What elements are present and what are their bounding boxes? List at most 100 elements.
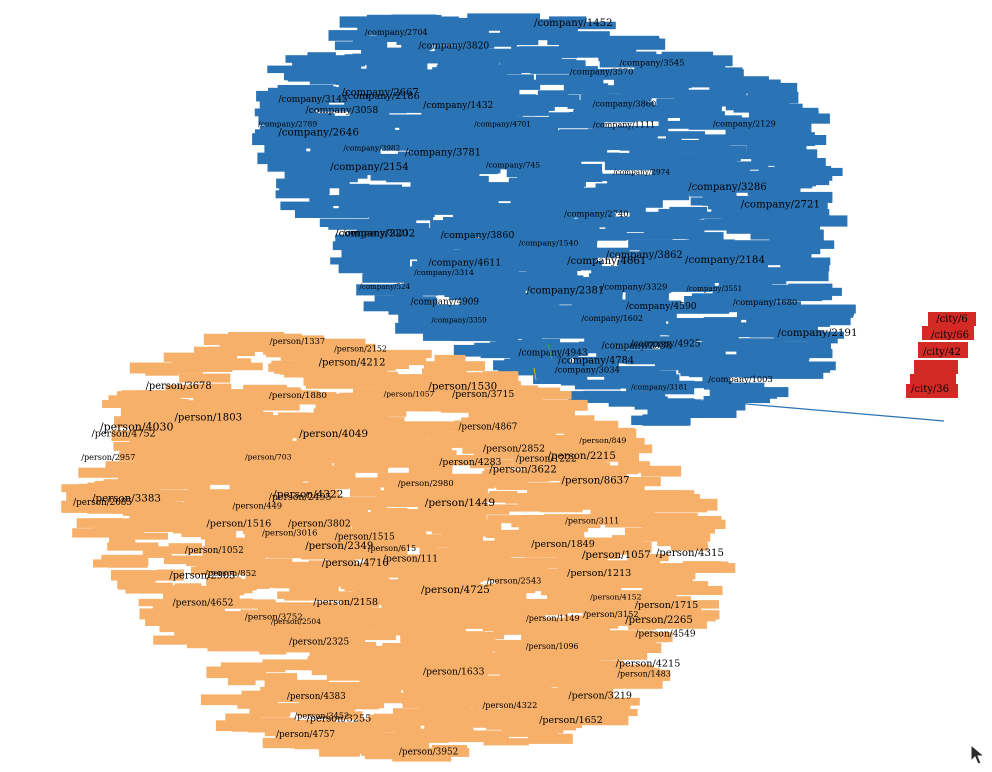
company-node[interactable]: [657, 213, 692, 222]
person-node[interactable]: [131, 483, 161, 491]
company-node[interactable]: [781, 123, 812, 134]
person-node[interactable]: [339, 392, 386, 404]
company-node[interactable]: [574, 382, 621, 390]
person-node[interactable]: [144, 400, 208, 409]
company-node[interactable]: [738, 395, 770, 404]
person-node[interactable]: [237, 620, 292, 629]
company-node[interactable]: [567, 99, 602, 109]
person-node[interactable]: [518, 583, 561, 592]
person-node[interactable]: [475, 592, 527, 603]
company-node[interactable]: [493, 360, 560, 371]
company-node[interactable]: [430, 220, 495, 229]
person-node[interactable]: [200, 694, 274, 706]
company-node[interactable]: [367, 196, 442, 206]
company-node[interactable]: [715, 209, 754, 219]
company-node[interactable]: [421, 203, 481, 211]
company-node[interactable]: [309, 56, 365, 67]
person-node[interactable]: [206, 577, 242, 587]
company-node[interactable]: [407, 172, 454, 181]
company-node[interactable]: [778, 331, 834, 342]
company-node[interactable]: [667, 408, 723, 418]
person-node[interactable]: [520, 407, 575, 419]
company-node[interactable]: [736, 389, 777, 399]
company-node[interactable]: [267, 161, 336, 172]
company-node[interactable]: [506, 121, 548, 132]
person-node[interactable]: [295, 618, 363, 628]
person-node[interactable]: [406, 732, 449, 743]
company-node[interactable]: [747, 136, 816, 146]
company-node[interactable]: [456, 160, 493, 169]
company-node[interactable]: [713, 240, 774, 248]
company-node[interactable]: [509, 367, 580, 376]
person-node[interactable]: [301, 550, 368, 560]
person-node[interactable]: [568, 548, 620, 559]
person-node[interactable]: [441, 680, 506, 690]
company-node[interactable]: [801, 261, 830, 272]
person-node[interactable]: [485, 476, 528, 488]
person-node[interactable]: [502, 664, 571, 674]
person-node[interactable]: [306, 642, 377, 653]
company-node[interactable]: [706, 92, 744, 102]
person-node[interactable]: [240, 609, 282, 622]
person-node[interactable]: [543, 677, 586, 688]
person-node[interactable]: [637, 529, 677, 541]
city-node[interactable]: [914, 360, 958, 374]
person-node[interactable]: [309, 640, 339, 648]
person-node[interactable]: [532, 461, 571, 474]
person-node[interactable]: [652, 620, 707, 629]
company-node[interactable]: [782, 229, 824, 241]
person-node[interactable]: [341, 456, 390, 469]
company-node[interactable]: [304, 154, 352, 166]
person-node[interactable]: [256, 493, 305, 504]
person-node[interactable]: [289, 393, 362, 405]
company-node[interactable]: [465, 289, 526, 301]
person-node[interactable]: [261, 441, 325, 451]
person-node[interactable]: [333, 351, 401, 362]
company-node[interactable]: [402, 158, 439, 169]
company-node[interactable]: [322, 89, 371, 101]
person-node[interactable]: [121, 390, 165, 398]
person-node[interactable]: [279, 337, 306, 350]
company-node[interactable]: [643, 323, 678, 336]
company-node[interactable]: [775, 221, 821, 233]
company-node[interactable]: [492, 65, 522, 75]
person-node[interactable]: [402, 394, 452, 407]
person-node[interactable]: [524, 549, 569, 558]
company-node[interactable]: [666, 327, 732, 336]
person-node[interactable]: [304, 517, 370, 527]
company-node[interactable]: [436, 315, 502, 326]
person-node[interactable]: [86, 503, 116, 514]
person-node[interactable]: [227, 674, 256, 686]
person-node[interactable]: [260, 686, 308, 698]
company-node[interactable]: [626, 294, 653, 305]
company-node[interactable]: [511, 262, 581, 271]
company-node[interactable]: [291, 69, 343, 77]
person-node[interactable]: [430, 361, 485, 371]
company-node[interactable]: [328, 30, 370, 41]
person-node[interactable]: [153, 635, 221, 645]
person-node[interactable]: [129, 508, 176, 520]
person-node[interactable]: [549, 703, 595, 715]
person-node[interactable]: [532, 447, 566, 456]
person-node[interactable]: [647, 600, 720, 609]
company-node[interactable]: [451, 165, 501, 174]
person-node[interactable]: [530, 470, 563, 482]
person-node[interactable]: [361, 664, 408, 675]
person-node[interactable]: [405, 686, 475, 697]
company-node[interactable]: [341, 148, 381, 158]
company-node[interactable]: [507, 225, 556, 234]
company-node[interactable]: [494, 156, 553, 168]
person-node[interactable]: [533, 693, 578, 703]
company-node[interactable]: [688, 401, 726, 410]
person-node[interactable]: [497, 683, 545, 691]
person-node[interactable]: [101, 554, 149, 566]
person-node[interactable]: [196, 560, 258, 573]
company-node[interactable]: [658, 120, 717, 129]
company-node[interactable]: [588, 273, 640, 282]
company-node[interactable]: [730, 120, 783, 128]
person-node[interactable]: [219, 444, 267, 454]
company-node[interactable]: [697, 67, 743, 77]
person-node[interactable]: [458, 666, 486, 674]
person-node[interactable]: [527, 733, 573, 744]
person-node[interactable]: [489, 415, 563, 423]
